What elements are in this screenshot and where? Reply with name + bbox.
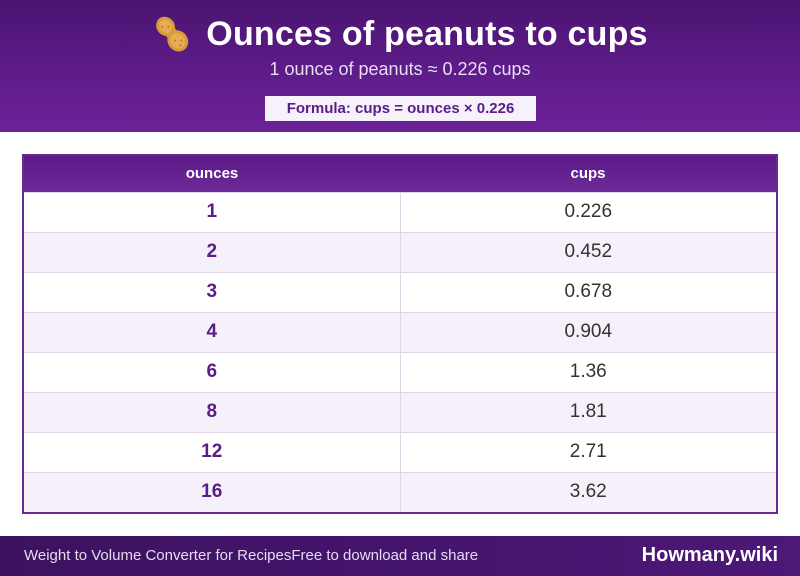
table-row: 1 0.226 (24, 191, 776, 232)
peanut-icon (156, 16, 189, 52)
table-row: 6 1.36 (24, 351, 776, 392)
table-row: 16 3.62 (24, 471, 776, 512)
formula-badge: Formula: cups = ounces × 0.226 (265, 96, 536, 121)
ounces-cell: 1 (24, 191, 401, 232)
ounces-cell: 16 (24, 471, 401, 512)
ounces-cell: 2 (24, 231, 401, 272)
table-row: 3 0.678 (24, 271, 776, 312)
title-row: Ounces of peanuts to cups (0, 14, 800, 54)
page-title: Ounces of peanuts to cups (206, 14, 648, 53)
footer-tagline-a: Weight to Volume Converter for Recipes (24, 547, 292, 564)
cups-cell: 0.452 (400, 231, 776, 272)
footer-bar: Weight to Volume Converter for RecipesFr… (0, 536, 800, 576)
table-row: 12 2.71 (24, 431, 776, 472)
cups-cell: 3.62 (400, 471, 776, 512)
cups-cell: 1.36 (400, 351, 776, 392)
ounces-cell: 4 (24, 311, 401, 352)
cups-cell: 2.71 (400, 431, 776, 472)
ounces-cell: 12 (24, 431, 401, 472)
ounces-cell: 3 (24, 271, 401, 312)
cups-cell: 1.81 (400, 391, 776, 432)
footer-tagline-b: Free to download and share (291, 547, 479, 564)
column-header-cups: cups (570, 165, 606, 183)
table-row: 8 1.81 (24, 391, 776, 432)
conversion-table-grid: ounces cups 1 0.226 2 0.452 3 0.678 (24, 156, 776, 512)
subtitle: 1 ounce of peanuts ≈ 0.226 cups (269, 59, 531, 79)
brand-logo: Howmany.wiki (641, 544, 778, 566)
table-header-row: ounces cups (24, 156, 776, 192)
ounces-cell: 8 (24, 391, 401, 432)
table-row: 2 0.452 (24, 231, 776, 272)
conversion-table: ounces cups 1 0.226 2 0.452 3 0.678 (22, 154, 778, 514)
header-banner: Ounces of peanuts to cups 1 ounce of pea… (0, 0, 800, 132)
column-header-ounces: ounces (185, 165, 239, 183)
table-row: 4 0.904 (24, 311, 776, 352)
footer-tagline: Weight to Volume Converter for RecipesFr… (24, 547, 478, 564)
cups-cell: 0.226 (400, 191, 776, 232)
ounces-cell: 6 (24, 351, 401, 392)
cups-cell: 0.678 (400, 271, 776, 312)
cups-cell: 0.904 (400, 311, 776, 352)
